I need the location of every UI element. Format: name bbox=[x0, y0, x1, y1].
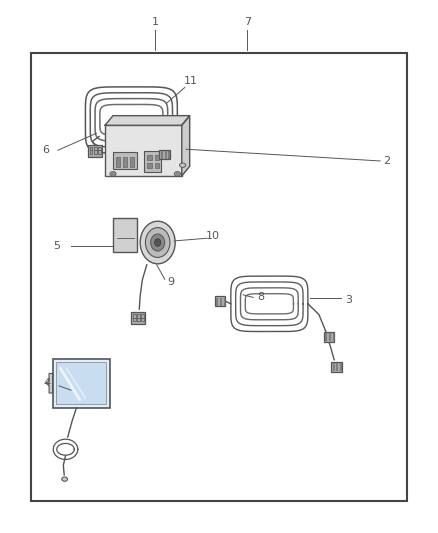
Bar bbox=[329, 334, 330, 340]
Bar bbox=[147, 163, 152, 168]
Bar bbox=[165, 151, 166, 158]
Bar bbox=[336, 364, 337, 370]
Bar bbox=[159, 150, 170, 159]
Bar bbox=[113, 152, 137, 169]
Bar bbox=[155, 155, 159, 160]
Bar bbox=[332, 334, 334, 340]
Bar bbox=[94, 150, 96, 154]
Bar bbox=[331, 362, 342, 372]
Bar bbox=[88, 145, 102, 157]
Circle shape bbox=[140, 221, 175, 264]
Bar bbox=[333, 364, 334, 370]
Bar bbox=[116, 157, 120, 167]
Bar bbox=[220, 298, 221, 304]
Ellipse shape bbox=[62, 477, 67, 481]
Bar bbox=[130, 157, 134, 167]
Bar bbox=[89, 147, 92, 150]
Text: 10: 10 bbox=[206, 231, 220, 240]
Text: 2: 2 bbox=[383, 156, 390, 166]
Text: 9: 9 bbox=[167, 278, 174, 287]
Ellipse shape bbox=[174, 172, 180, 176]
Circle shape bbox=[155, 239, 161, 246]
Bar bbox=[98, 150, 101, 154]
Text: 4: 4 bbox=[44, 378, 51, 387]
Bar bbox=[223, 298, 225, 304]
Bar bbox=[144, 151, 161, 172]
Ellipse shape bbox=[110, 172, 116, 176]
Bar bbox=[161, 151, 162, 158]
Bar bbox=[56, 362, 106, 404]
Ellipse shape bbox=[180, 163, 186, 167]
Text: 8: 8 bbox=[257, 293, 264, 302]
Circle shape bbox=[112, 172, 114, 175]
Text: 6: 6 bbox=[42, 146, 49, 155]
Circle shape bbox=[145, 228, 170, 257]
Text: 11: 11 bbox=[184, 76, 198, 86]
Bar bbox=[141, 314, 144, 318]
Polygon shape bbox=[46, 374, 53, 393]
Text: 7: 7 bbox=[244, 18, 251, 27]
FancyBboxPatch shape bbox=[113, 218, 137, 252]
Bar bbox=[216, 298, 217, 304]
Bar bbox=[215, 296, 225, 306]
Bar bbox=[324, 332, 334, 342]
Bar bbox=[53, 359, 110, 408]
Bar bbox=[141, 318, 144, 321]
Bar bbox=[94, 147, 96, 150]
Text: 3: 3 bbox=[345, 295, 352, 305]
Bar bbox=[105, 125, 182, 176]
Bar bbox=[147, 155, 152, 160]
Bar bbox=[137, 318, 140, 321]
Bar bbox=[133, 318, 136, 321]
Bar bbox=[137, 314, 140, 318]
Bar bbox=[89, 150, 92, 154]
Text: 1: 1 bbox=[152, 18, 159, 27]
Bar bbox=[155, 163, 159, 168]
Bar bbox=[340, 364, 341, 370]
Bar bbox=[123, 157, 127, 167]
Bar bbox=[131, 312, 145, 324]
Bar bbox=[325, 334, 326, 340]
Text: 5: 5 bbox=[53, 241, 60, 251]
Bar bbox=[31, 53, 407, 501]
Bar bbox=[133, 314, 136, 318]
Polygon shape bbox=[182, 116, 190, 176]
Circle shape bbox=[151, 234, 165, 251]
Polygon shape bbox=[105, 116, 190, 125]
Circle shape bbox=[176, 172, 179, 175]
Bar bbox=[98, 147, 101, 150]
Bar bbox=[168, 151, 170, 158]
